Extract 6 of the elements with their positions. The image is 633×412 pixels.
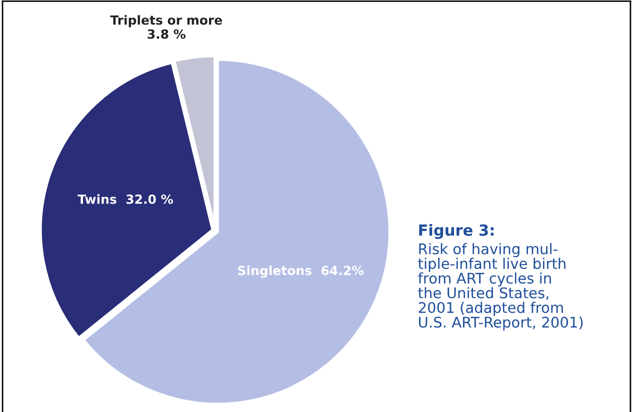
slice-label: Singletons 64.2%: [238, 266, 364, 278]
text: Figure 3:: [419, 224, 494, 239]
data-label: 3.8 %: [148, 29, 186, 39]
text: Risk of having mul- tiple-infant live birth from ART cycles in the United States, 2001 (adapted from U.S. ART-Report, 2001): [418, 243, 583, 331]
slice-label: Triplets or more: [110, 15, 222, 28]
slice-label: Twins 32.0 %: [78, 194, 173, 204]
